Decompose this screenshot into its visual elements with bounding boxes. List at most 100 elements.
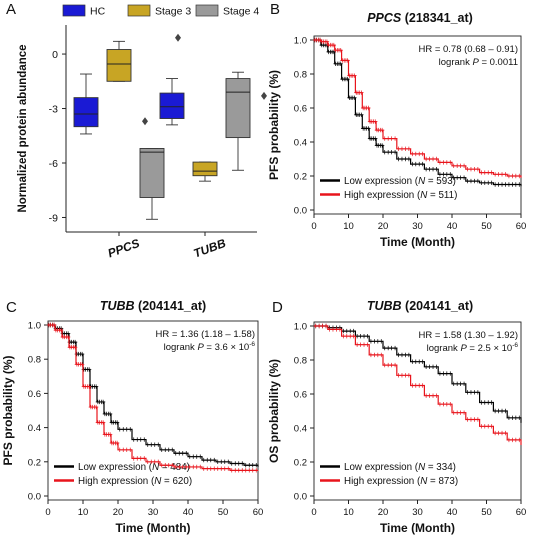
legend-swatch	[127, 4, 151, 17]
censor-mark	[420, 383, 425, 388]
legend-label: Low expression (N = 484)	[78, 462, 190, 473]
censor-mark	[107, 432, 113, 437]
logrank-value: = 0.0011	[479, 57, 518, 68]
legend-name: High expression (	[344, 190, 421, 201]
y-tick-label: 0	[52, 49, 58, 61]
censor-mark	[79, 362, 85, 367]
title-gene: TUBB	[367, 299, 402, 313]
censor-mark	[142, 437, 147, 442]
censor-mark	[128, 447, 133, 453]
censor-mark	[338, 48, 343, 53]
panel-letter: D	[272, 299, 283, 316]
censor-mark	[156, 459, 161, 464]
x-tick-label: 20	[378, 221, 389, 232]
censor-mark	[337, 327, 343, 332]
legend-n-value: = 334)	[425, 462, 456, 473]
censor-mark	[198, 454, 203, 459]
logrank-annotation: logrank P = 2.5 × 10-6	[427, 342, 519, 354]
logrank-p: P	[472, 57, 479, 68]
category-label: PPCS	[106, 236, 142, 260]
legend-name: Low expression (	[344, 176, 419, 187]
legend-label: HC	[90, 6, 106, 18]
legend-n-value: = 511)	[427, 190, 457, 201]
x-axis-label: Time (Month)	[115, 521, 190, 535]
censor-mark	[503, 430, 508, 436]
censor-mark	[379, 127, 385, 133]
legend-label: High expression (N = 620)	[78, 476, 192, 487]
x-tick-label: 40	[447, 221, 458, 232]
censor-mark	[72, 345, 78, 350]
x-tick-label: 10	[343, 221, 354, 232]
censor-mark	[489, 180, 494, 185]
y-axis-label: OS probability (%)	[267, 359, 281, 463]
hr-annotation: HR = 0.78 (0.68 – 0.91)	[418, 44, 518, 55]
censor-mark	[114, 440, 120, 446]
censor-mark	[517, 415, 522, 420]
x-tick-label: 60	[516, 507, 527, 518]
panel-d: D TUBB (204141_at) 0 10 20 30 40 50 60 0.0 0.2 0.4 0…	[267, 299, 526, 535]
censor-mark	[212, 457, 217, 463]
censor-mark	[323, 323, 329, 329]
censor-mark	[475, 167, 481, 172]
panel-title: TUBB (204141_at)	[100, 299, 206, 313]
panel-title: TUBB (204141_at)	[367, 299, 473, 313]
outlier-marker	[175, 33, 181, 42]
title-gene: PPCS	[367, 11, 402, 25]
x-tick-label: 60	[253, 507, 264, 518]
panel-title: PPCS (218341_at)	[367, 11, 473, 25]
censor-mark	[351, 328, 356, 334]
censor-mark	[366, 105, 371, 111]
censor-mark	[503, 172, 508, 177]
censor-mark	[406, 352, 412, 358]
censor-mark	[489, 400, 494, 405]
x-tick-label: 0	[45, 507, 50, 518]
logrank-p: P	[460, 343, 467, 354]
censor-mark	[379, 339, 384, 344]
legend-name: High expression (	[344, 476, 421, 487]
censor-mark	[434, 364, 439, 369]
censor-mark	[100, 399, 106, 405]
box	[73, 97, 99, 128]
box	[139, 148, 165, 198]
censor-mark	[448, 371, 453, 376]
y-tick-label: 0.8	[294, 70, 307, 81]
legend-swatch	[195, 4, 219, 17]
legend-label: High expression (N = 873)	[344, 476, 458, 487]
censor-mark	[392, 345, 398, 351]
censor-mark	[254, 468, 259, 473]
censor-mark	[517, 173, 522, 179]
censor-mark	[79, 351, 85, 357]
censor-mark	[359, 112, 364, 117]
panel-letter: C	[6, 299, 17, 316]
censor-mark	[324, 39, 330, 44]
censor-mark	[345, 58, 350, 63]
outlier-marker	[261, 91, 267, 100]
censor-mark	[156, 442, 161, 447]
box	[225, 78, 251, 139]
box	[192, 161, 218, 177]
censor-mark	[461, 410, 467, 415]
censor-mark	[489, 424, 494, 429]
censor-mark	[240, 461, 245, 466]
x-tick-label: 50	[481, 507, 492, 518]
censor-mark	[406, 156, 412, 162]
censor-mark	[475, 417, 481, 422]
y-axis-label: Normalized protein abundance	[17, 44, 29, 212]
y-axis-label: PFS probability (%)	[1, 355, 15, 465]
censor-mark	[406, 373, 412, 378]
censor-mark	[373, 119, 378, 124]
censor-mark	[475, 390, 481, 395]
y-tick-label: 0.4	[28, 423, 41, 434]
censor-mark	[86, 384, 92, 389]
logrank-value: = 3.6 × 10	[204, 342, 249, 353]
x-tick-label: 10	[78, 507, 89, 518]
legend-n-value: = 620)	[161, 476, 192, 487]
x-tick-label: 30	[412, 507, 423, 518]
censor-mark	[392, 136, 398, 141]
legend-name: High expression (	[78, 476, 155, 487]
legend-n: N	[154, 476, 162, 487]
y-axis-label: PFS probability (%)	[267, 70, 281, 180]
censor-mark	[379, 352, 384, 358]
y-tick-label: 0.8	[28, 355, 41, 366]
